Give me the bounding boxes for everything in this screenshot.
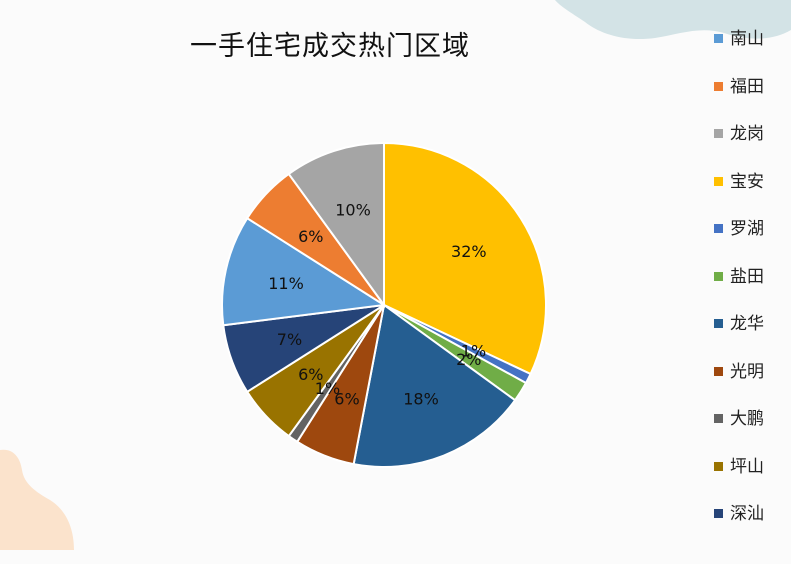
legend-label: 龙华 [730, 314, 764, 334]
pie-slice-0 [383, 141, 547, 376]
legend-label: 深汕 [730, 504, 764, 524]
legend-item-0: 南山 [714, 26, 764, 74]
legend-item-9: 坪山 [714, 454, 764, 502]
legend-label: 宝安 [730, 171, 764, 192]
pie-slice-8 [221, 216, 387, 327]
legend-swatch [714, 129, 723, 138]
legend-label: 盐田 [730, 266, 764, 287]
data-label-8: 11% [268, 274, 304, 293]
legend-label: 福田 [730, 76, 764, 97]
legend-label: 南山 [730, 29, 764, 49]
legend-swatch [714, 509, 723, 518]
data-label-5: 1% [315, 379, 340, 398]
data-label-7: 7% [277, 330, 302, 349]
data-label-2: 2% [456, 350, 481, 369]
data-label-3: 18% [403, 389, 439, 408]
legend-item-1: 福田 [714, 74, 764, 122]
top-right-blob [555, 0, 791, 40]
data-label-10: 10% [335, 201, 371, 220]
bottom-left-blob [0, 449, 74, 550]
legend-item-4: 罗湖 [714, 216, 764, 264]
legend-item-6: 龙华 [714, 311, 764, 359]
legend-label: 大鹏 [730, 409, 764, 429]
legend-item-3: 宝安 [714, 169, 764, 217]
pie-slice-3 [352, 303, 517, 468]
legend-swatch [714, 319, 723, 328]
legend-label: 光明 [730, 361, 764, 382]
data-label-4: 6% [334, 389, 359, 408]
data-label-0: 32% [451, 242, 487, 261]
legend-swatch [714, 81, 723, 91]
legend-swatch [714, 461, 723, 471]
legend-item-2: 龙岗 [714, 121, 764, 169]
legend-label: 罗湖 [730, 219, 764, 239]
legend-swatch [714, 414, 723, 423]
legend-swatch [714, 271, 723, 281]
data-label-1: 1% [461, 342, 486, 361]
legend-swatch [714, 224, 723, 233]
legend-label: 龙岗 [730, 124, 764, 144]
legend-label: 坪山 [730, 456, 764, 477]
data-label-6: 6% [298, 365, 323, 384]
legend-swatch [714, 366, 723, 376]
legend-item-5: 盐田 [714, 264, 764, 312]
legend-swatch [714, 176, 723, 186]
chart-legend: 南山福田龙岗宝安罗湖盐田龙华光明大鹏坪山深汕 [714, 26, 764, 549]
pie-slice-10 [287, 141, 385, 309]
chart-title: 一手住宅成交热门区域 [190, 31, 470, 62]
data-label-9: 6% [298, 227, 323, 246]
legend-item-7: 光明 [714, 359, 764, 407]
legend-item-10: 深汕 [714, 501, 764, 549]
legend-swatch [714, 34, 723, 43]
legend-item-8: 大鹏 [714, 406, 764, 454]
